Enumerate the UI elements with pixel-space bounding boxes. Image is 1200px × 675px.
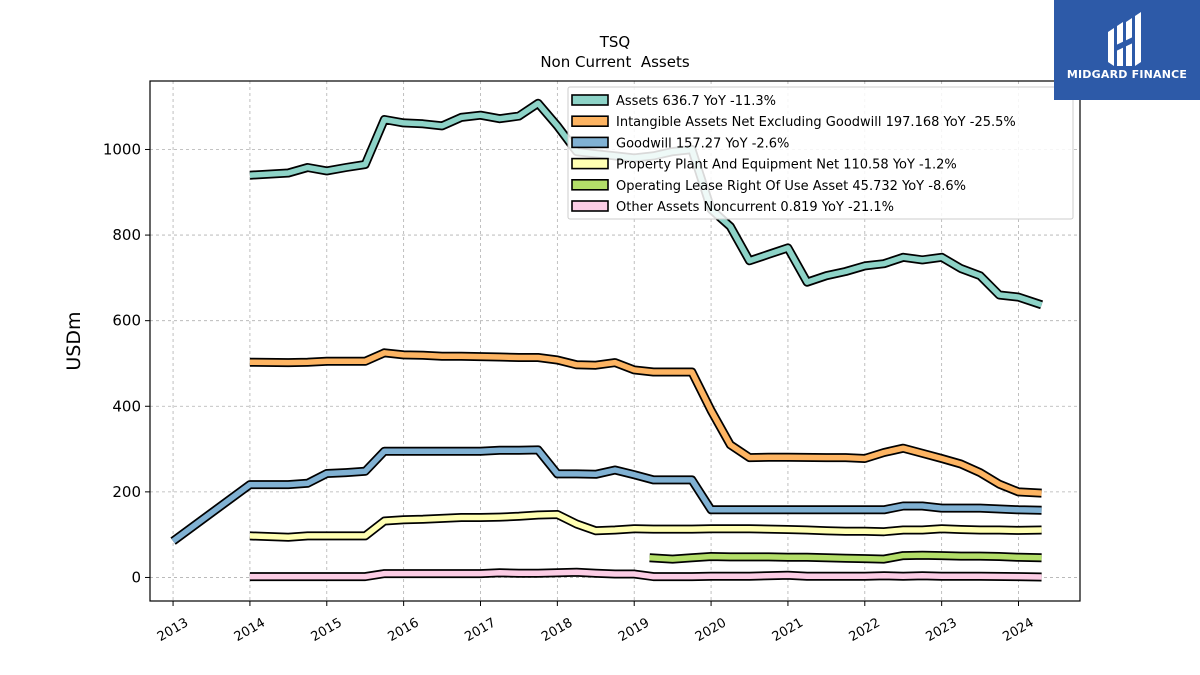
x-tick-label: 2023 (923, 615, 959, 645)
logo-text: MIDGARD FINANCE (1066, 68, 1188, 81)
chart-title: TSQ (599, 33, 631, 51)
x-tick-label: 2015 (309, 615, 345, 645)
x-tick-label: 2021 (770, 615, 806, 645)
legend-label: Other Assets Noncurrent 0.819 YoY -21.1% (616, 200, 894, 215)
series-line-1 (249, 350, 1042, 496)
x-tick-label: 2014 (232, 615, 268, 645)
legend-box (567, 86, 1074, 220)
legend-swatch (571, 115, 609, 127)
legend-label: Assets 636.7 YoY -11.3% (616, 94, 776, 109)
legend-label: Property Plant And Equipment Net 110.58 … (616, 158, 957, 173)
x-tick-label: 2013 (155, 615, 191, 645)
legend-label: Goodwill 157.27 YoY -2.6% (616, 136, 789, 151)
y-tick-label: 400 (112, 397, 141, 415)
y-tick-label: 200 (112, 483, 141, 501)
series-line-2 (171, 447, 1042, 544)
x-tick-label: 2018 (539, 615, 575, 645)
midgard-finance-logo: MIDGARD FINANCE (1054, 0, 1200, 100)
x-tick-label: 2017 (462, 615, 498, 645)
x-tick-label: 2016 (385, 615, 421, 645)
legend-label: Intangible Assets Net Excluding Goodwill… (616, 115, 1016, 130)
legend-label: Operating Lease Right Of Use Asset 45.73… (616, 179, 966, 194)
y-tick-label: 600 (112, 312, 141, 330)
plot-frame (149, 80, 1081, 602)
x-tick-label: 2019 (616, 615, 652, 645)
legend: Assets 636.7 YoY -11.3% Intangible Assets… (567, 86, 1074, 220)
legend-swatch (571, 179, 609, 191)
chart-subtitle: Non Current Assets (540, 53, 690, 71)
legend-swatch (571, 94, 609, 106)
y-tick-label: 0 (131, 568, 141, 586)
legend-swatch (571, 157, 609, 170)
y-axis-ticks: 0 200 400 600 800 1000 (103, 140, 150, 586)
legend-swatch (571, 136, 609, 149)
midgard-logo-icon (1108, 12, 1141, 66)
x-tick-label: 2020 (693, 615, 729, 645)
x-tick-label: 2022 (847, 615, 883, 645)
series-line-3 (249, 511, 1042, 540)
series-line-5 (249, 569, 1042, 580)
series-line-4 (649, 552, 1042, 562)
y-tick-label: 800 (112, 226, 141, 244)
y-axis-label: USDm (63, 311, 85, 370)
x-tick-label: 2024 (1000, 615, 1036, 645)
y-tick-label: 1000 (103, 140, 141, 158)
x-axis-ticks: 2013 2014 2015 2016 2017 2018 2019 2020 2021 2022… (155, 601, 1037, 645)
legend-swatch (571, 200, 609, 212)
